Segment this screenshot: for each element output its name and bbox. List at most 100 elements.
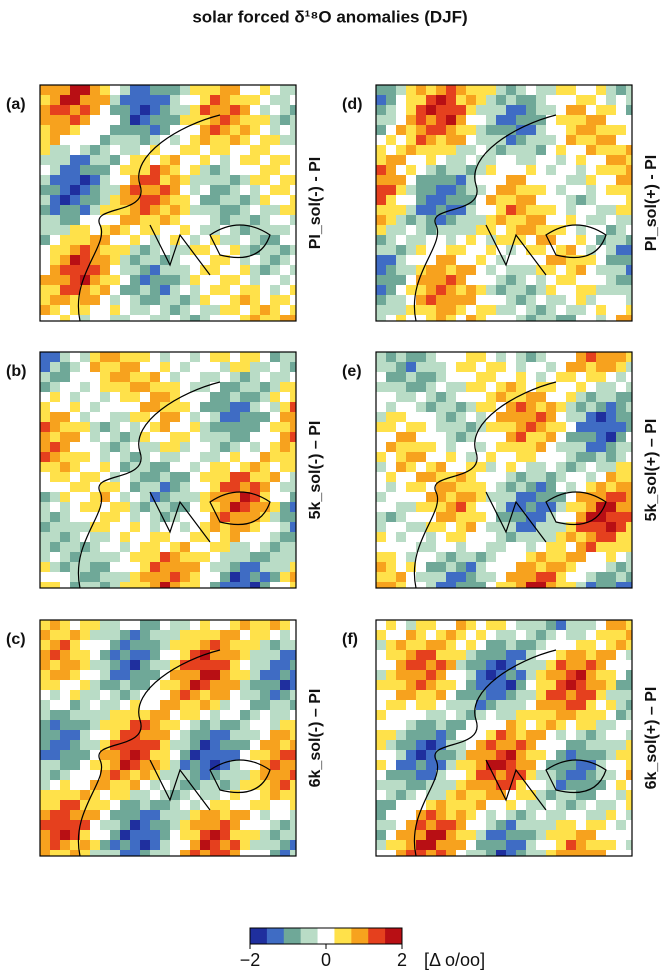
map-cell (476, 660, 486, 670)
map-cell (616, 205, 626, 215)
map-frame (375, 84, 633, 322)
panel-label: (c) (6, 631, 26, 648)
map-cell (230, 95, 240, 105)
map-cell (526, 840, 536, 850)
map-cell (160, 700, 170, 710)
map-cell (456, 800, 466, 810)
map-cell (150, 235, 160, 245)
map-cell (50, 630, 60, 640)
map-cell (626, 165, 632, 175)
map-cell (596, 362, 606, 372)
map-cell (160, 512, 170, 522)
map-cell (396, 582, 406, 588)
map-cell (426, 720, 436, 730)
map-cell (80, 285, 90, 295)
map-cell (190, 810, 200, 820)
map-cell (120, 830, 130, 840)
map-cell (190, 830, 200, 840)
map-cell (626, 392, 632, 402)
map-cell (376, 305, 386, 315)
map-cell (270, 840, 280, 850)
map-cell (110, 135, 120, 145)
map-cell (120, 820, 130, 830)
map-cell (606, 352, 616, 362)
map-cell (40, 492, 50, 502)
map-cell (270, 850, 280, 856)
map-cell (576, 362, 586, 372)
map-cell (526, 502, 536, 512)
map-cell (406, 770, 416, 780)
map-cell (160, 472, 170, 482)
map-cell (180, 522, 190, 532)
map-cell (456, 412, 466, 422)
map-cell (526, 185, 536, 195)
map-cell (446, 512, 456, 522)
map-cell (626, 770, 632, 780)
map-cell (396, 532, 406, 542)
map-cell (260, 630, 270, 640)
map-cell (576, 305, 586, 315)
map-cell (546, 422, 556, 432)
map-cell (50, 750, 60, 760)
map-cell (376, 412, 386, 422)
map-cell (230, 810, 240, 820)
map-cell (376, 265, 386, 275)
map-cell (290, 412, 296, 422)
map-cell (170, 670, 180, 680)
map-cell (240, 115, 250, 125)
map-cell (260, 770, 270, 780)
map-cell (60, 422, 70, 432)
map-cell (486, 285, 496, 295)
map-cell (526, 215, 536, 225)
map-cell (626, 670, 632, 680)
map-cell (466, 452, 476, 462)
map-cell (150, 225, 160, 235)
map-cell (476, 582, 486, 588)
map-cell (240, 620, 250, 630)
map-cell (556, 780, 566, 790)
map-cell (446, 432, 456, 442)
map-cell (566, 412, 576, 422)
map-cell (626, 472, 632, 482)
map-cell (526, 352, 536, 362)
map-cell (416, 372, 426, 382)
map-cell (190, 285, 200, 295)
map-cell (70, 740, 80, 750)
map-cell (210, 462, 220, 472)
map-cell (260, 502, 270, 512)
map-cell (220, 552, 230, 562)
map-cell (140, 800, 150, 810)
map-cell (180, 145, 190, 155)
map-cell (260, 452, 270, 462)
panel-label: (d) (342, 96, 362, 113)
map-cell (616, 452, 626, 462)
map-cell (190, 115, 200, 125)
panel-title: 6k_sol(+) – PI (643, 687, 660, 790)
map-cell (486, 770, 496, 780)
map-cell (120, 255, 130, 265)
map-cell (40, 422, 50, 432)
map-cell (100, 820, 110, 830)
map-cell (426, 680, 436, 690)
map-cell (536, 215, 546, 225)
map-cell (190, 462, 200, 472)
map-cell (160, 105, 170, 115)
map-cell (140, 502, 150, 512)
map-cell (416, 402, 426, 412)
map-cell (160, 315, 170, 321)
map-cell (60, 205, 70, 215)
map-cell (616, 790, 626, 800)
map-cell (160, 552, 170, 562)
map-cell (436, 740, 446, 750)
map-cell (546, 660, 556, 670)
map-cell (616, 285, 626, 295)
map-cell (160, 800, 170, 810)
map-cell (616, 572, 626, 582)
map-cell (270, 820, 280, 830)
map-cell (280, 542, 290, 552)
map-cell (386, 155, 396, 165)
map-cell (70, 630, 80, 640)
map-cell (260, 492, 270, 502)
map-cell (616, 700, 626, 710)
map-cell (586, 402, 596, 412)
